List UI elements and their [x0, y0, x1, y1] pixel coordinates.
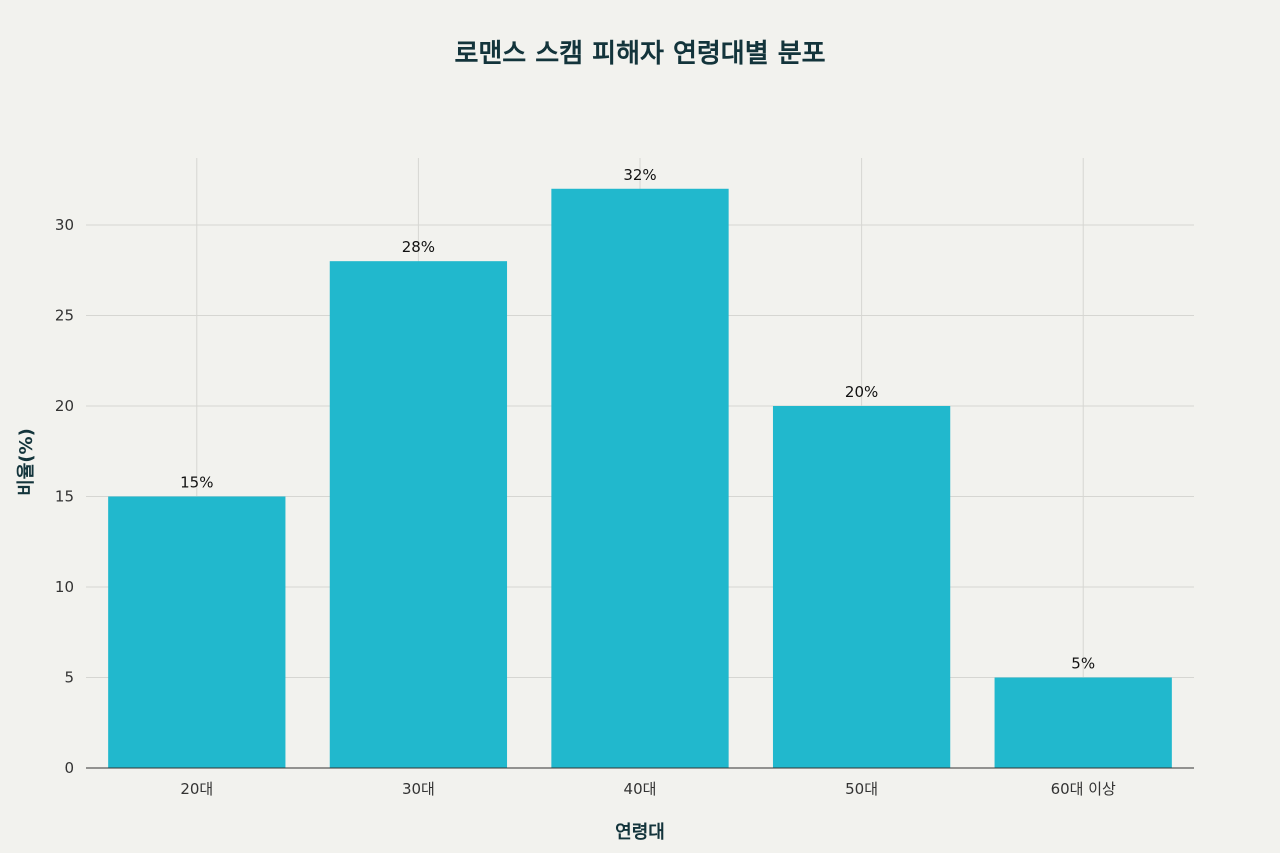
bar-value-label: 28%: [402, 238, 435, 256]
x-axis-title: 연령대: [615, 822, 665, 843]
bar: [551, 188, 729, 769]
y-tick-label: 25: [55, 306, 74, 324]
bar: [772, 405, 951, 768]
x-tick-label: 20대: [180, 780, 213, 798]
x-tick-label: 50대: [845, 780, 878, 798]
y-tick-label: 30: [55, 216, 74, 234]
bars: [108, 188, 1172, 769]
data-labels: 15% 28% 32% 20% 5%: [180, 166, 1095, 673]
bar-value-label: 32%: [623, 166, 656, 184]
bar-value-label: 20%: [845, 383, 878, 401]
y-tick-label: 5: [64, 668, 74, 686]
x-axis-ticks: 20대 30대 40대 50대 60대 이상: [180, 780, 1116, 798]
x-tick-label: 30대: [402, 780, 435, 798]
y-tick-label: 20: [55, 397, 74, 415]
x-tick-label: 40대: [624, 780, 657, 798]
x-tick-label: 60대 이상: [1051, 780, 1116, 798]
bar: [329, 261, 508, 768]
y-tick-label: 0: [64, 759, 74, 777]
bar: [108, 496, 286, 768]
y-axis-ticks: 0 5 10 15 20 25 30: [55, 216, 74, 777]
y-tick-label: 10: [55, 578, 74, 596]
y-tick-label: 15: [55, 487, 74, 505]
bar-value-label: 15%: [180, 473, 213, 491]
chart-title: 로맨스 스캠 피해자 연령대별 분포: [454, 39, 825, 69]
bar: [994, 677, 1172, 768]
y-axis-title: 비율(%): [16, 428, 37, 496]
bar-value-label: 5%: [1071, 654, 1095, 672]
